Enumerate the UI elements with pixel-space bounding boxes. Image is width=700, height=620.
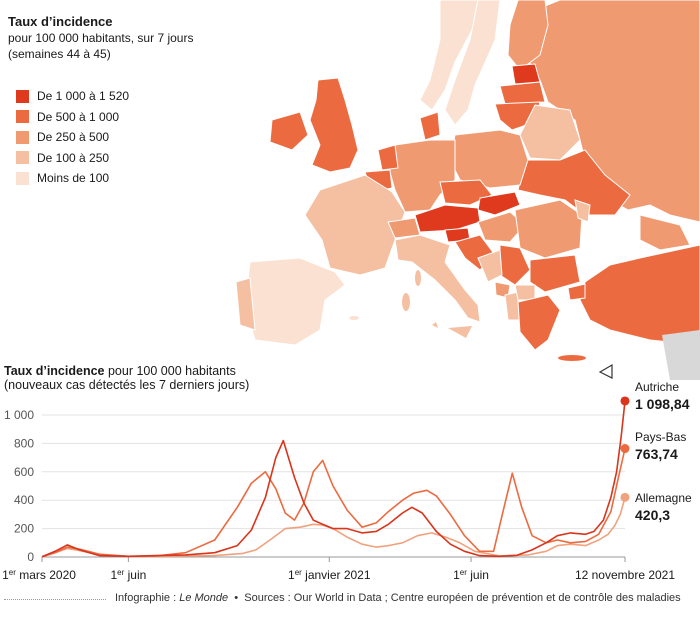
- footer: Infographie : Le Monde • Sources : Our W…: [0, 592, 700, 612]
- map-region-malta: [432, 322, 438, 328]
- y-tick-label: 200: [14, 522, 34, 536]
- legend-item: Moins de 100: [16, 168, 129, 189]
- legend-swatch: [16, 110, 29, 124]
- legend-label: De 500 à 1 000: [37, 109, 120, 124]
- map-region-middle-east: [662, 330, 700, 380]
- map-region-caucasus: [639, 214, 691, 251]
- map-region-turkey: [579, 244, 700, 346]
- map-region-poland: [449, 129, 529, 189]
- map-region-ukraine: [517, 149, 631, 216]
- legend-swatch: [16, 89, 29, 103]
- map-region-latvia: [499, 81, 546, 105]
- footer-text: Infographie : Le Monde • Sources : Our W…: [115, 592, 681, 604]
- series-endpoint-autriche: [620, 396, 630, 406]
- legend-swatch: [16, 151, 29, 165]
- map-region-sicily: [448, 326, 472, 338]
- map-region-sardinia: [402, 293, 410, 311]
- x-tick-label: 1er mars 2020: [2, 568, 76, 582]
- europe-map: [235, 0, 700, 380]
- map-legend: De 1 000 à 1 520 De 500 à 1 000 De 250 à 5…: [16, 86, 129, 189]
- map-region-germany: [387, 139, 456, 213]
- chart-subtitle: (nouveaux cas détectés les 7 derniers jo…: [4, 378, 250, 392]
- map-region-crete: [558, 355, 586, 361]
- legend-label: Moins de 100: [37, 171, 110, 186]
- map-region-bosnia: [477, 249, 503, 283]
- map-region-romania: [514, 199, 583, 259]
- legend-item: De 1 000 à 1 520: [16, 86, 129, 107]
- map-subtitle-period: (semaines 44 à 45): [8, 47, 111, 61]
- credit-name: Le Monde: [179, 592, 229, 604]
- map-region-cyprus: [598, 363, 613, 379]
- x-tick-label: 1er juin: [110, 568, 146, 582]
- y-tick-label: 800: [14, 436, 34, 450]
- credit-prefix: Infographie :: [115, 592, 180, 604]
- footer-dots: [4, 599, 106, 600]
- x-tick-label: 1er juin: [453, 568, 489, 582]
- map-region-balearic: [349, 316, 359, 320]
- map-region-portugal: [235, 277, 256, 331]
- incidence-line-chart: 0 200 400 600 800 1 000 1er mars 2020 1er juin 1…: [2, 396, 675, 582]
- x-tick-label: 1er janvier 2021: [288, 568, 371, 582]
- legend-item: De 500 à 1 000: [16, 107, 129, 128]
- legend-swatch: [16, 171, 29, 185]
- map-subtitle: pour 100 000 habitants, sur 7 jours: [8, 31, 194, 45]
- map-region-macedonia: [514, 284, 536, 301]
- map-title: Taux d’incidence: [8, 14, 113, 29]
- series-end-value: 420,3: [635, 507, 671, 523]
- y-tick-label: 400: [14, 493, 34, 507]
- y-tick-label: 0: [27, 550, 34, 564]
- legend-item: De 100 à 250: [16, 148, 129, 169]
- series-line-autriche: [41, 400, 626, 558]
- map-region-hungary: [477, 211, 526, 243]
- map-region-netherlands: [377, 144, 399, 171]
- map-countries: [235, 0, 700, 380]
- map-region-serbia: [499, 244, 531, 286]
- legend-label: De 250 à 500: [37, 130, 110, 145]
- map-region-italy: [394, 234, 481, 323]
- map-region-france: [304, 174, 406, 276]
- map-region-denmark: [419, 111, 441, 141]
- series-label: Pays-Bas: [635, 430, 687, 444]
- y-tick-label: 600: [14, 465, 34, 479]
- legend-item: De 250 à 500: [16, 127, 129, 148]
- legend-label: De 100 à 250: [37, 150, 110, 165]
- map-region-ireland: [269, 111, 309, 151]
- map-region-moldova: [574, 199, 591, 223]
- credit-separator: •: [234, 592, 239, 604]
- legend-swatch: [16, 130, 29, 144]
- y-tick-label: 1 000: [4, 408, 34, 422]
- series-label: Allemagne: [635, 491, 692, 505]
- series-end-value: 763,74: [635, 446, 678, 462]
- series-endpoint-pays-bas: [620, 444, 630, 454]
- map-region-estonia: [511, 63, 541, 85]
- series-label: Autriche: [635, 380, 680, 394]
- legend-label: De 1 000 à 1 520: [37, 89, 130, 104]
- map-region-sweden: [444, 0, 501, 126]
- map-region-spain: [244, 257, 346, 346]
- map-region-bulgaria: [529, 254, 581, 293]
- series-line-pays-bas: [41, 448, 626, 558]
- series-line-allemagne: [41, 497, 626, 558]
- series-end-value: 1 098,84: [635, 396, 690, 412]
- map-region-corsica: [415, 270, 421, 286]
- map-region-finland: [507, 0, 549, 71]
- map-region-uk: [309, 77, 359, 173]
- sources-text: Sources : Our World in Data ; Centre eur…: [244, 592, 681, 604]
- chart-title: Taux d’incidence pour 100 000 habitants: [4, 364, 236, 378]
- x-tick-label: 12 novembre 2021: [575, 568, 675, 582]
- series-endpoint-allemagne: [620, 492, 630, 502]
- map-region-greece: [517, 294, 561, 351]
- map-region-turkey-west: [567, 283, 586, 301]
